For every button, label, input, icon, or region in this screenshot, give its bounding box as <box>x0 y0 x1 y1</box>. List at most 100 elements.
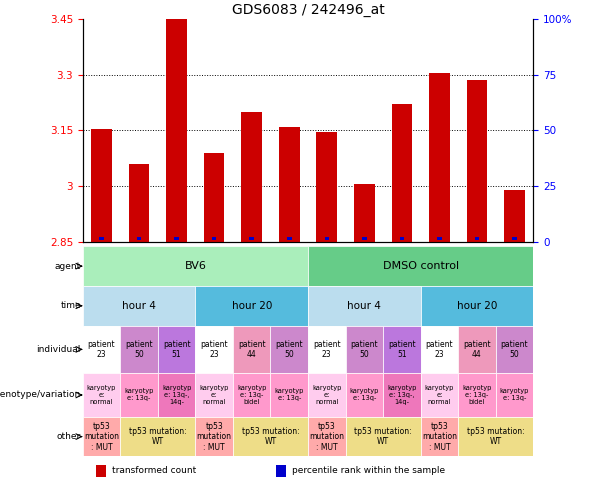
Bar <box>137 237 142 241</box>
FancyBboxPatch shape <box>383 326 421 373</box>
FancyBboxPatch shape <box>308 286 421 326</box>
Text: karyotyp
e: 13q-,
14q-: karyotyp e: 13q-, 14q- <box>162 385 191 405</box>
FancyBboxPatch shape <box>233 373 270 417</box>
Title: GDS6083 / 242496_at: GDS6083 / 242496_at <box>232 3 384 17</box>
Bar <box>316 132 337 242</box>
Text: patient
23: patient 23 <box>88 340 115 359</box>
Text: transformed count: transformed count <box>112 467 196 475</box>
Bar <box>512 237 517 241</box>
Bar <box>242 112 262 242</box>
Text: patient
51: patient 51 <box>388 340 416 359</box>
Text: DMSO control: DMSO control <box>383 261 459 271</box>
FancyBboxPatch shape <box>196 417 233 456</box>
Text: tp53 mutation:
WT: tp53 mutation: WT <box>467 427 525 446</box>
Text: karyotyp
e: 13q-
bidel: karyotyp e: 13q- bidel <box>462 385 492 405</box>
Text: patient
50: patient 50 <box>351 340 378 359</box>
Bar <box>96 465 106 477</box>
Bar <box>129 164 150 242</box>
FancyBboxPatch shape <box>308 246 533 286</box>
Text: percentile rank within the sample: percentile rank within the sample <box>292 467 446 475</box>
Bar <box>249 237 254 241</box>
Bar <box>354 184 375 242</box>
Bar <box>91 128 112 242</box>
Text: patient
44: patient 44 <box>463 340 491 359</box>
FancyBboxPatch shape <box>233 417 308 456</box>
Bar <box>99 237 104 241</box>
Bar <box>474 237 479 241</box>
FancyBboxPatch shape <box>346 417 421 456</box>
FancyBboxPatch shape <box>458 373 496 417</box>
Text: karyotyp
e: 13q-: karyotyp e: 13q- <box>275 388 304 401</box>
Text: tp53 mutation:
WT: tp53 mutation: WT <box>129 427 187 446</box>
Text: agent: agent <box>55 262 81 270</box>
Bar <box>392 104 412 242</box>
Text: karyotyp
e:
normal: karyotyp e: normal <box>312 385 341 405</box>
Text: hour 4: hour 4 <box>122 301 156 311</box>
Text: individual: individual <box>37 345 81 354</box>
FancyBboxPatch shape <box>346 326 383 373</box>
Bar <box>429 73 450 241</box>
Text: patient
23: patient 23 <box>313 340 341 359</box>
FancyBboxPatch shape <box>383 373 421 417</box>
FancyBboxPatch shape <box>346 373 383 417</box>
Text: karyotyp
e: 13q-: karyotyp e: 13q- <box>124 388 154 401</box>
Text: karyotyp
e: 13q-: karyotyp e: 13q- <box>349 388 379 401</box>
Bar <box>400 237 404 241</box>
Text: karyotyp
e: 13q-: karyotyp e: 13q- <box>500 388 529 401</box>
Text: tp53
mutation
: MUT: tp53 mutation : MUT <box>422 422 457 452</box>
Text: other: other <box>56 432 81 441</box>
Text: karyotyp
e: 13q-,
14q-: karyotyp e: 13q-, 14q- <box>387 385 417 405</box>
Bar <box>362 237 367 241</box>
Text: tp53
mutation
: MUT: tp53 mutation : MUT <box>197 422 232 452</box>
FancyBboxPatch shape <box>120 373 158 417</box>
FancyBboxPatch shape <box>421 373 458 417</box>
Text: hour 20: hour 20 <box>232 301 272 311</box>
Bar <box>212 237 216 241</box>
FancyBboxPatch shape <box>120 417 196 456</box>
Bar <box>279 127 300 242</box>
Text: tp53 mutation:
WT: tp53 mutation: WT <box>354 427 412 446</box>
Text: patient
51: patient 51 <box>163 340 191 359</box>
Text: patient
44: patient 44 <box>238 340 265 359</box>
FancyBboxPatch shape <box>196 326 233 373</box>
Text: patient
50: patient 50 <box>125 340 153 359</box>
Bar <box>437 237 442 241</box>
FancyBboxPatch shape <box>233 326 270 373</box>
Text: hour 20: hour 20 <box>457 301 497 311</box>
Bar <box>287 237 292 241</box>
FancyBboxPatch shape <box>120 326 158 373</box>
FancyBboxPatch shape <box>83 373 120 417</box>
Bar <box>204 153 224 242</box>
Text: hour 4: hour 4 <box>348 301 381 311</box>
FancyBboxPatch shape <box>196 373 233 417</box>
Bar <box>504 190 525 242</box>
FancyBboxPatch shape <box>496 373 533 417</box>
Text: patient
23: patient 23 <box>200 340 228 359</box>
Bar <box>174 237 179 241</box>
Bar <box>166 19 187 242</box>
FancyBboxPatch shape <box>308 417 346 456</box>
Text: genotype/variation: genotype/variation <box>0 390 81 399</box>
Text: patient
50: patient 50 <box>501 340 528 359</box>
FancyBboxPatch shape <box>458 417 533 456</box>
Text: tp53 mutation:
WT: tp53 mutation: WT <box>242 427 299 446</box>
Text: tp53
mutation
: MUT: tp53 mutation : MUT <box>310 422 345 452</box>
Bar <box>276 465 286 477</box>
Text: time: time <box>60 301 81 310</box>
FancyBboxPatch shape <box>83 326 120 373</box>
FancyBboxPatch shape <box>308 373 346 417</box>
FancyBboxPatch shape <box>158 373 196 417</box>
FancyBboxPatch shape <box>270 326 308 373</box>
Text: patient
23: patient 23 <box>425 340 453 359</box>
FancyBboxPatch shape <box>458 326 496 373</box>
FancyBboxPatch shape <box>270 373 308 417</box>
FancyBboxPatch shape <box>158 326 196 373</box>
FancyBboxPatch shape <box>308 326 346 373</box>
Text: karyotyp
e:
normal: karyotyp e: normal <box>87 385 116 405</box>
FancyBboxPatch shape <box>83 246 308 286</box>
Text: BV6: BV6 <box>185 261 207 271</box>
FancyBboxPatch shape <box>83 286 196 326</box>
Text: karyotyp
e: 13q-
bidel: karyotyp e: 13q- bidel <box>237 385 267 405</box>
FancyBboxPatch shape <box>421 286 533 326</box>
Text: karyotyp
e:
normal: karyotyp e: normal <box>425 385 454 405</box>
